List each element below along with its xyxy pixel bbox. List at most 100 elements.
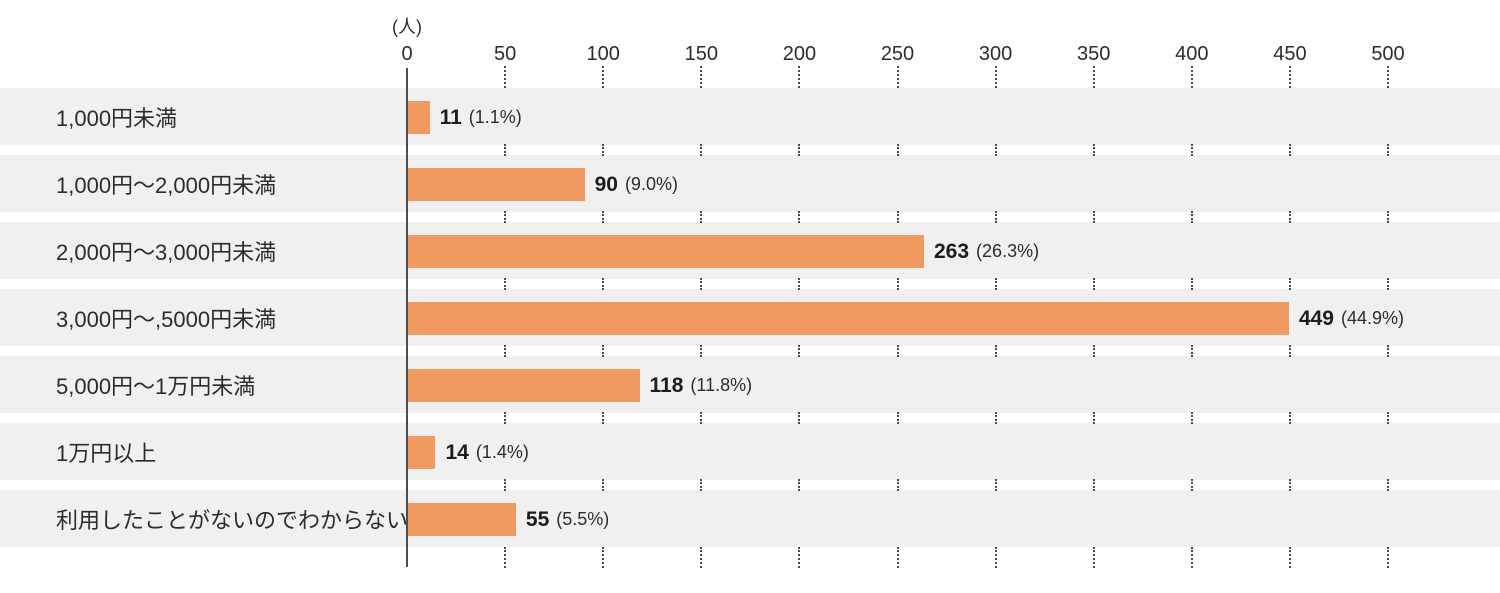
- grid-line-segment: [1092, 479, 1095, 491]
- grid-line-segment: [1387, 278, 1389, 290]
- category-label: 1,000円〜2,000円未満: [56, 172, 277, 198]
- grid-line-segment: [602, 211, 605, 223]
- grid-line-segment: [994, 345, 997, 357]
- value-percent: (26.3%): [976, 241, 1040, 261]
- x-tick-label: 500: [1371, 43, 1405, 65]
- grid-line-segment: [798, 345, 801, 357]
- row-band: [0, 490, 1500, 547]
- grid-line-segment: [994, 278, 997, 290]
- value-percent: (44.9%): [1340, 308, 1405, 328]
- value-count: 11: [439, 105, 462, 129]
- grid-line-segment: [504, 211, 507, 223]
- value-percent: (9.0%): [624, 174, 678, 194]
- grid-line-segment: [504, 547, 507, 568]
- row-band: [0, 88, 1500, 145]
- grid-line-segment: [602, 278, 605, 290]
- value-count: 90: [594, 172, 618, 196]
- row-band: [0, 423, 1500, 480]
- grid-line-segment: [1288, 278, 1291, 290]
- x-tick-label: 450: [1273, 43, 1307, 65]
- value-label: 55 (5.5%): [526, 503, 609, 536]
- value-percent: (11.8%): [690, 375, 753, 395]
- grid-line-segment: [1288, 345, 1291, 357]
- grid-line-segment: [504, 345, 507, 357]
- grid-line-segment: [1288, 144, 1291, 156]
- category-label: 3,000円〜,5000円未満: [56, 306, 277, 332]
- grid-line-segment: [504, 66, 507, 88]
- grid-line-segment: [1092, 66, 1095, 88]
- grid-line-segment: [700, 144, 703, 156]
- grid-line-segment: [1288, 479, 1291, 491]
- grid-line-segment: [1092, 547, 1095, 568]
- row-band: [0, 356, 1500, 413]
- grid-line-segment: [700, 412, 703, 424]
- value-count: 449: [1298, 306, 1334, 330]
- bar: [408, 101, 430, 134]
- x-tick-label: 50: [493, 43, 517, 65]
- grid-line-segment: [798, 144, 801, 156]
- grid-line-segment: [1288, 412, 1291, 424]
- x-tick-label: 300: [978, 43, 1013, 65]
- grid-line-segment: [1387, 211, 1389, 223]
- value-label: 14 (1.4%): [445, 436, 528, 469]
- x-tick-label: 200: [782, 43, 817, 65]
- grid-line-segment: [1092, 211, 1095, 223]
- bar: [408, 168, 585, 201]
- x-tick-label: 250: [880, 43, 915, 65]
- grid-line-segment: [1190, 66, 1193, 88]
- grid-line-segment: [1092, 412, 1095, 424]
- value-percent: (1.4%): [475, 442, 529, 462]
- x-tick-label: 150: [684, 43, 718, 65]
- grid-line-segment: [994, 412, 997, 424]
- grid-line-segment: [896, 412, 899, 424]
- grid-line-segment: [798, 278, 801, 290]
- grid-line-segment: [1387, 547, 1389, 568]
- grid-line-segment: [1190, 547, 1193, 568]
- grid-line-segment: [1387, 412, 1389, 424]
- grid-line-segment: [700, 479, 703, 491]
- x-tick-label: 0: [401, 43, 413, 65]
- grid-line-segment: [602, 345, 605, 357]
- value-count: 55: [525, 507, 550, 531]
- grid-line-segment: [1387, 66, 1389, 88]
- category-label: 2,000円〜3,000円未満: [56, 239, 277, 265]
- x-tick-label: 100: [586, 43, 620, 65]
- grid-line-segment: [798, 211, 801, 223]
- grid-line-segment: [1190, 211, 1193, 223]
- grid-line-segment: [1387, 479, 1389, 491]
- x-tick-label: 400: [1175, 43, 1209, 65]
- value-label: 90 (9.0%): [595, 168, 678, 201]
- grid-line-segment: [798, 479, 801, 491]
- grid-line-segment: [896, 345, 899, 357]
- grid-line-segment: [1387, 144, 1389, 156]
- grid-line-segment: [602, 547, 605, 568]
- grid-line-segment: [896, 479, 899, 491]
- grid-line-segment: [1387, 345, 1389, 357]
- grid-line-segment: [602, 144, 605, 156]
- category-label: 1万円以上: [56, 440, 157, 466]
- value-percent: (1.1%): [468, 107, 522, 127]
- value-count: 263: [934, 239, 970, 263]
- grid-line-segment: [1190, 144, 1193, 156]
- grid-line-segment: [504, 412, 507, 424]
- grid-line-segment: [896, 66, 899, 88]
- grid-line-segment: [602, 479, 605, 491]
- grid-line-segment: [1092, 144, 1095, 156]
- grid-line-segment: [1190, 278, 1193, 290]
- x-axis-unit-label: (人): [392, 17, 422, 37]
- grid-line-segment: [504, 479, 507, 491]
- grid-line-segment: [994, 66, 997, 88]
- value-count: 118: [649, 373, 684, 397]
- bar: [408, 503, 516, 536]
- grid-line-segment: [1092, 345, 1095, 357]
- grid-line-segment: [994, 211, 997, 223]
- grid-line-segment: [700, 345, 703, 357]
- grid-line-segment: [798, 66, 801, 88]
- grid-line-segment: [1288, 547, 1291, 568]
- grid-line-segment: [700, 278, 703, 290]
- grid-line-segment: [602, 412, 605, 424]
- grid-line-segment: [700, 211, 703, 223]
- grid-line-segment: [896, 144, 899, 156]
- value-count: 14: [445, 440, 469, 464]
